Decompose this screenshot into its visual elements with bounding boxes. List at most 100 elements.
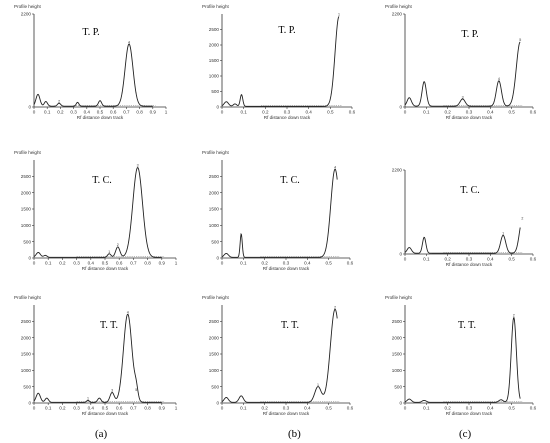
x-tick-label: 0.1	[240, 110, 247, 115]
x-tick-label: 0.9	[159, 261, 166, 266]
x-tick-label: 1	[175, 261, 178, 266]
x-tick-label: 0.2	[261, 261, 268, 266]
chart-panel-2: Profile height Rf distance down track 0 0.1…	[202, 4, 356, 120]
y-tick-label: 1500	[21, 352, 32, 357]
chart-panel-1: Profile height Rf distance down track 0 0.1…	[14, 4, 168, 120]
x-tick-label: 0.4	[304, 406, 311, 411]
x-tick-label: 0.2	[59, 406, 66, 411]
y-tick-label: 500	[211, 89, 219, 94]
y-axis-label: Profile height	[202, 295, 230, 300]
x-tick-label: 0.3	[70, 110, 77, 115]
peak-label: 2	[521, 216, 523, 220]
chart-panel-5: Profile height Rf distance down track 0 0.1…	[202, 150, 354, 271]
profile-curve	[404, 41, 521, 107]
x-tick-label: 0.1	[423, 406, 430, 411]
chart-panel-3: Profile height Rf distance down track 0 0.1…	[385, 4, 537, 120]
x-tick-label: 0.4	[487, 257, 494, 262]
chart-title: T. T.	[100, 320, 118, 331]
peak-label: 2	[58, 100, 60, 104]
x-tick-label: 0.3	[466, 257, 473, 262]
x-axis-label: Rf distance down track	[77, 115, 124, 120]
x-tick-label: 0.6	[110, 110, 117, 115]
y-tick-label: 2200	[392, 168, 403, 173]
peak-label: 4	[128, 40, 130, 44]
y-tick-label: 500	[23, 384, 31, 389]
x-tick-label: 0.5	[508, 110, 515, 115]
chart-panel-4: Profile height Rf distance down track 0 0.1…	[14, 150, 178, 271]
y-tick-label: 0	[28, 256, 31, 261]
x-tick-label: 0	[221, 406, 224, 411]
y-tick-label: 2000	[209, 43, 220, 48]
axes	[33, 14, 166, 108]
y-tick-label: 1500	[21, 207, 32, 212]
caption-b: (b)	[288, 428, 301, 440]
y-tick-label: 500	[23, 239, 31, 244]
x-tick-label: 0	[221, 110, 224, 115]
x-tick-label: 0.3	[73, 261, 80, 266]
y-tick-label: 500	[394, 384, 402, 389]
x-tick-label: 0.5	[327, 110, 334, 115]
x-tick-label: 0.5	[508, 257, 515, 262]
y-tick-label: 1000	[21, 223, 32, 228]
peak-label: 3	[462, 95, 464, 99]
x-tick-label: 0.8	[144, 406, 151, 411]
chart-title: T. C.	[460, 185, 480, 196]
x-tick-label: 0	[33, 406, 36, 411]
x-tick-label: 0.6	[530, 110, 537, 115]
x-tick-label: 0.6	[116, 261, 123, 266]
profile-curve	[221, 16, 340, 107]
y-axis-label: Profile height	[385, 295, 413, 300]
y-tick-label: 2500	[21, 319, 32, 324]
y-tick-label: 0	[216, 105, 219, 110]
chart-title: T. T.	[281, 320, 299, 331]
x-tick-label: 0.6	[349, 110, 356, 115]
x-tick-label: 1	[175, 406, 178, 411]
y-tick-label: 0	[399, 105, 402, 110]
y-tick-label: 2200	[21, 12, 32, 17]
x-tick-label: 0.1	[44, 110, 51, 115]
x-tick-label: 0.3	[466, 110, 473, 115]
x-tick-label: 0	[33, 110, 36, 115]
x-axis-label: Rf distance down track	[82, 266, 129, 271]
y-tick-label: 2000	[392, 335, 403, 340]
x-tick-label: 0.2	[57, 110, 64, 115]
y-tick-label: 1500	[209, 58, 220, 63]
y-tick-label: 1000	[209, 74, 220, 79]
chart-title: T. C.	[280, 175, 300, 186]
x-tick-label: 0.3	[73, 406, 80, 411]
x-tick-label: 0.5	[102, 261, 109, 266]
x-tick-label: 0.4	[84, 110, 91, 115]
y-axis-label: Profile height	[385, 4, 413, 9]
y-tick-label: 2000	[21, 190, 32, 195]
x-tick-label: 0.3	[284, 110, 291, 115]
x-tick-label: 0	[404, 406, 407, 411]
chart-title: T. P.	[461, 29, 478, 40]
y-tick-label: 2500	[209, 27, 220, 32]
chart-title: T. T.	[458, 320, 476, 331]
y-tick-label: 2500	[21, 174, 32, 179]
x-tick-label: 0.7	[130, 406, 137, 411]
y-tick-label: 0	[399, 252, 402, 257]
peak-label: 5	[519, 38, 521, 42]
x-tick-label: 0.8	[136, 110, 143, 115]
y-tick-label: 2500	[209, 319, 220, 324]
x-tick-label: 0.5	[102, 406, 109, 411]
x-axis-label: Rf distance down track	[446, 411, 493, 416]
x-tick-label: 0.9	[150, 110, 157, 115]
x-tick-label: 0.4	[305, 110, 312, 115]
peak-label: 1	[502, 232, 504, 236]
profile-curve	[404, 317, 521, 403]
x-tick-label: 0	[404, 110, 407, 115]
y-tick-label: 0	[399, 401, 402, 406]
x-tick-label: 0.1	[45, 261, 52, 266]
peak-label: 1	[338, 13, 340, 17]
peak-label: 2	[117, 243, 119, 247]
x-axis-label: Rf distance down track	[263, 266, 310, 271]
x-tick-label: 0.1	[240, 406, 247, 411]
y-tick-label: 2200	[392, 12, 403, 17]
x-axis-label: Rf distance down track	[263, 411, 310, 416]
x-tick-label: 0.1	[423, 110, 430, 115]
caption-c: (c)	[459, 428, 472, 440]
chart-panel-8: Profile height Rf distance down track 0 0.1…	[202, 295, 354, 416]
profile-curve	[33, 166, 162, 258]
